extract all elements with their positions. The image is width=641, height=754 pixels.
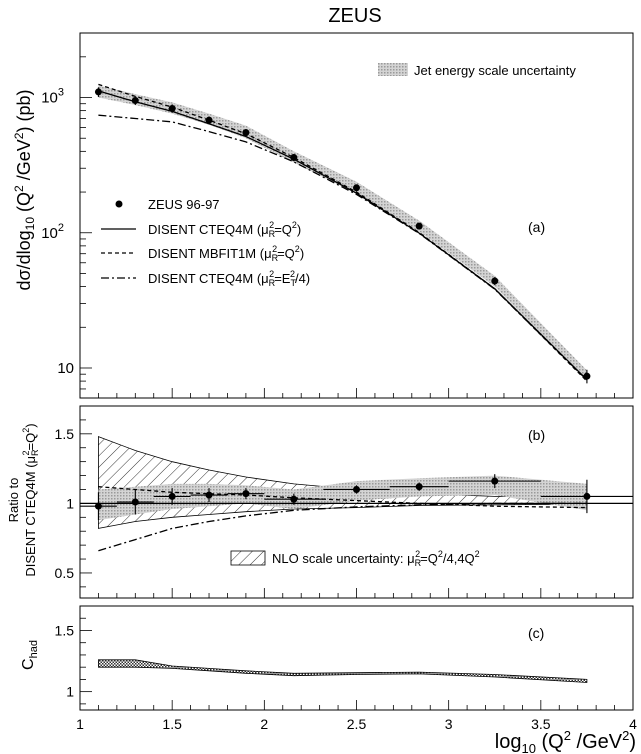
series-line-dashed xyxy=(98,486,587,509)
y-tick-label: 10 xyxy=(57,360,74,377)
zeus-ratio-data-point xyxy=(205,491,213,499)
zeus-ratio-data-point xyxy=(353,485,360,493)
x-tick-label: 4 xyxy=(629,716,637,732)
x-tick-label: 1.5 xyxy=(162,716,182,732)
panel-b-marks xyxy=(80,436,633,552)
panel-b-y-axis-label-line2: DISENT CTEQ4M (μR2=Q2) xyxy=(21,423,40,576)
panel-b-y-ticks: 0.5 1 1.5 xyxy=(55,405,92,588)
legend-jes-label: Jet energy scale uncertainty xyxy=(414,63,576,78)
legend-label-zeus: ZEUS 96-97 xyxy=(148,197,220,212)
y-tick-label: 1 xyxy=(66,684,74,700)
legend-label-dashed: DISENT MBFIT1M (μR2=Q2) xyxy=(148,244,304,263)
panel-c-y-axis-label: Chad xyxy=(20,640,40,670)
panel-c-marks xyxy=(98,659,588,683)
legend-nlo-swatch xyxy=(230,550,266,566)
legend-label-dashdot: DISENT CTEQ4M (μR2=ET2/4) xyxy=(148,269,310,288)
series-line-dashed xyxy=(98,83,588,382)
zeus-ratio-data-point xyxy=(491,477,499,485)
legend: ZEUS 96-97 DISENT CTEQ4M (μR2=Q2) DISENT… xyxy=(101,197,310,288)
panel-a-y-ticks: 10 102 103 xyxy=(41,32,92,399)
legend-jes-band: Jet energy scale uncertainty xyxy=(378,63,576,78)
legend-nlo-label: NLO scale uncertainty: μR2=Q2/4,4Q2 xyxy=(272,549,480,568)
panel-a-marks xyxy=(94,83,591,384)
x-tick-label: 3 xyxy=(445,716,453,732)
zeus-ratio-data-point xyxy=(94,502,102,510)
legend-marker-zeus xyxy=(115,200,123,208)
zeus-ratio-data-point xyxy=(415,483,423,491)
panel-b-y-axis-label-line1: Ratio to xyxy=(6,478,21,523)
panel-a-x-ticks xyxy=(79,388,634,398)
y-tick-label: 1 xyxy=(66,495,74,511)
zeus-data-point xyxy=(290,154,298,162)
zeus-ratio-data-point xyxy=(168,492,176,500)
zeus-data-point xyxy=(583,372,591,380)
y-tick-label: 1.5 xyxy=(55,426,75,442)
panel-b: 0.5 1 1.5 (b) Ratio to DISENT CTEQ4M (μR2=… xyxy=(6,405,634,599)
series-line-dashdot xyxy=(98,114,588,381)
panel-c-x-ticks: 1 1.5 2 2.5 3 3.5 4 xyxy=(76,700,637,732)
y-tick-label: 102 xyxy=(41,222,64,242)
y-tick-label: 0.5 xyxy=(55,565,75,581)
legend-jes-swatch xyxy=(378,63,408,76)
x-axis-label: log10 (Q2 /GeV2) xyxy=(495,728,636,754)
panel-a: 10 102 103 (a) dσ/dlog10 (Q2 /GeV2) (pb) J… xyxy=(12,32,634,399)
zeus-ratio-data-point xyxy=(242,490,250,498)
panel-c: 11.5 1 1.5 2 2.5 3 3.5 4 (c) Chad log10 (Q2 /G… xyxy=(20,605,637,754)
panel-c-frame xyxy=(79,605,634,711)
series-line-dashdot xyxy=(98,502,587,552)
jes-uncertainty-band xyxy=(98,475,587,521)
zeus-ratio-data-point xyxy=(290,495,298,503)
panel-c-y-ticks: 11.5 xyxy=(55,605,92,705)
y-tick-label: 103 xyxy=(41,87,64,107)
zeus-ratio-data-point xyxy=(131,498,139,506)
panel-c-label: (c) xyxy=(528,625,544,641)
chart-title: ZEUS xyxy=(328,5,381,27)
legend-label-solid: DISENT CTEQ4M (μR2=Q2) xyxy=(148,220,301,239)
zeus-data-point xyxy=(168,104,176,112)
x-tick-label: 2 xyxy=(260,716,268,732)
zeus-data-point xyxy=(94,88,102,96)
panel-b-label: (b) xyxy=(528,427,545,443)
panel-a-label: (a) xyxy=(528,219,545,235)
panel-a-y-axis-label: dσ/dlog10 (Q2 /GeV2) (pb) xyxy=(12,90,37,291)
zeus-data-point xyxy=(205,116,213,124)
zeus-data-point xyxy=(415,222,423,230)
zeus-ratio-data-point xyxy=(583,492,591,500)
zeus-data-point xyxy=(353,184,360,192)
zeus-data-point xyxy=(491,277,499,285)
x-tick-label: 1 xyxy=(76,716,84,732)
zeus-data-point xyxy=(242,129,250,137)
panel-b-x-ticks xyxy=(79,588,634,598)
x-tick-label: 2.5 xyxy=(347,716,367,732)
hadronisation-correction-band xyxy=(98,659,588,683)
x-tick-label: 3.5 xyxy=(531,716,551,732)
zeus-data-point xyxy=(131,97,139,105)
y-tick-label: 1.5 xyxy=(55,622,75,638)
legend-nlo-band: NLO scale uncertainty: μR2=Q2/4,4Q2 xyxy=(230,549,480,568)
